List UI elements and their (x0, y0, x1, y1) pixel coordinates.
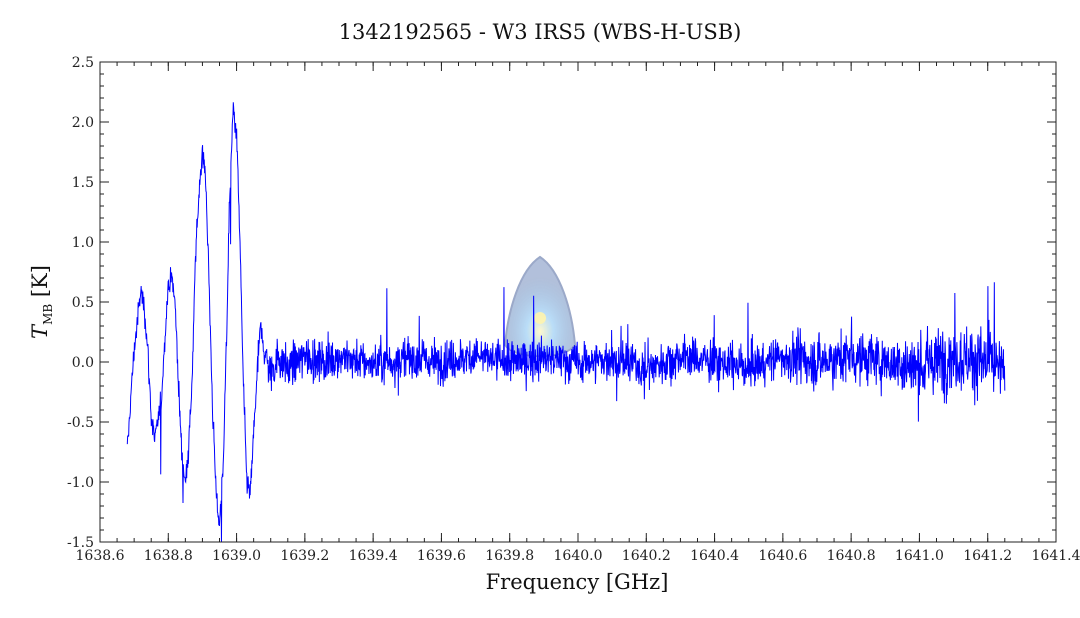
y-tick-label: 2.5 (72, 55, 94, 71)
y-tick-label: 1.5 (72, 175, 94, 191)
y-axis-subscript: MB (41, 304, 55, 325)
x-tick-label: 1640.0 (554, 548, 603, 564)
y-axis-unit: [K] (28, 265, 52, 297)
y-tick-label: 1.0 (72, 235, 94, 251)
x-tick-label: 1639.4 (349, 548, 398, 564)
x-tick-label: 1639.6 (417, 548, 466, 564)
y-tick-label: -0.5 (67, 415, 94, 431)
plot-frame (99, 61, 1057, 543)
x-tick-label: 1640.6 (758, 548, 807, 564)
y-tick-label: -1.5 (67, 535, 94, 551)
x-tick-label: 1639.2 (280, 548, 329, 564)
y-tick-label: -1.0 (67, 475, 94, 491)
y-axis-title: TMB [K] (28, 265, 55, 339)
x-tick-label: 1638.8 (144, 548, 193, 564)
x-tick-label: 1638.6 (76, 548, 125, 564)
x-tick-label: 1640.4 (690, 548, 739, 564)
x-tick-label: 1641.0 (895, 548, 944, 564)
x-tick-label: 1640.8 (827, 548, 876, 564)
x-tick-label: 1640.2 (622, 548, 671, 564)
ticks-layer (99, 61, 1057, 543)
x-axis-title: Frequency [GHz] (486, 570, 669, 594)
x-tick-label: 1641.2 (963, 548, 1012, 564)
y-axis-symbol: T (28, 323, 52, 339)
herschel-logo-icon (503, 255, 577, 358)
chart-title: 1342192565 - W3 IRS5 (WBS-H-USB) (339, 20, 742, 44)
x-tick-label: 1641.4 (1032, 548, 1080, 564)
spectrum-series-line (126, 102, 1006, 542)
y-tick-labels: -1.5 -1.0 -0.5 0.0 0.5 1.0 1.5 2.0 2.5 (67, 55, 94, 551)
x-tick-label: 1639.8 (485, 548, 534, 564)
series-layer (126, 102, 1006, 542)
y-tick-label: 2.0 (72, 115, 94, 131)
x-tick-label: 1639.0 (212, 548, 261, 564)
x-tick-labels: 1638.6 1638.8 1639.0 1639.2 1639.4 1639.6 1639… (76, 548, 1080, 564)
y-tick-label: 0.5 (72, 295, 94, 311)
y-tick-label: 0.0 (72, 355, 94, 371)
